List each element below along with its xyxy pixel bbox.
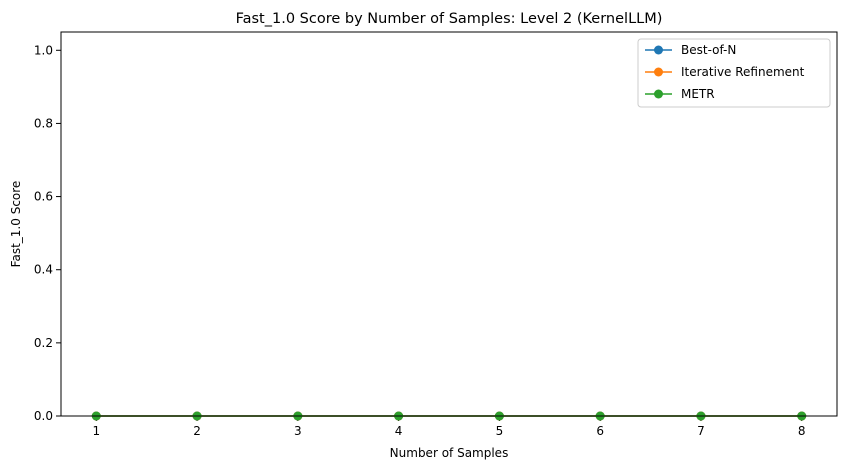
x-tick-label: 3 [294, 424, 302, 438]
y-tick-label: 0.2 [34, 336, 53, 350]
y-tick-label: 0.0 [34, 409, 53, 423]
legend: Best-of-N Iterative Refinement METR [637, 38, 831, 108]
x-axis-label: Number of Samples [390, 446, 509, 460]
y-tick-label: 0.6 [34, 190, 53, 204]
y-tick-label: 0.4 [34, 263, 53, 277]
y-tick-label: 0.8 [34, 116, 53, 130]
x-tick-label: 1 [92, 424, 100, 438]
legend-label: Best-of-N [681, 43, 736, 57]
x-tick-label: 8 [798, 424, 806, 438]
y-axis-ticks: 0.0 0.2 0.4 0.6 0.8 1.0 [34, 43, 61, 423]
chart-title: Fast_1.0 Score by Number of Samples: Lev… [236, 11, 663, 27]
y-tick-label: 1.0 [34, 43, 53, 57]
legend-label: METR [681, 87, 715, 101]
x-tick-label: 7 [697, 424, 705, 438]
x-tick-label: 6 [596, 424, 604, 438]
legend-label: Iterative Refinement [681, 65, 805, 79]
plot-frame [60, 31, 838, 417]
x-tick-label: 2 [193, 424, 201, 438]
legend-marker [654, 45, 663, 55]
legend-marker [654, 89, 663, 99]
x-tick-label: 5 [496, 424, 504, 438]
x-tick-label: 4 [395, 424, 403, 438]
legend-marker [654, 67, 663, 77]
legend-frame [637, 38, 831, 108]
y-axis-label: Fast_1.0 Score [9, 181, 23, 268]
